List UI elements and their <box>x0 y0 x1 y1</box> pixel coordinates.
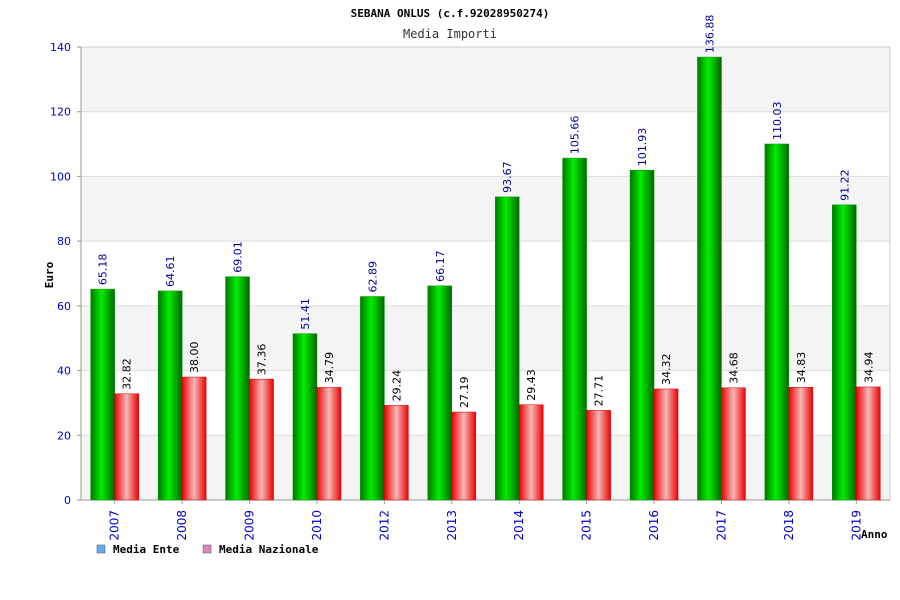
legend-label: Media Nazionale <box>219 543 319 556</box>
x-tick-label: 2012 <box>377 510 391 541</box>
bar-media-ente <box>360 296 385 501</box>
y-axis-label: Euro <box>43 261 56 288</box>
bar-media-nazionale <box>316 387 342 501</box>
y-tick-label: 60 <box>57 300 71 313</box>
bar-value-label: 34.68 <box>727 352 740 384</box>
chart-title: SEBANA ONLUS (c.f.92028950274) <box>351 7 550 20</box>
x-tick-label: 2015 <box>580 510 594 541</box>
bar-labels: 65.18 32.82 64.61 38.00 69.01 37.36 51.41 34.79… <box>97 15 876 408</box>
bar-value-label: 105.66 <box>569 116 582 155</box>
y-axis-ticks: 0 20 40 60 80 100 120 140 <box>50 41 81 507</box>
bar-media-ente <box>292 333 318 501</box>
bar-media-nazionale <box>181 376 207 501</box>
bar-value-label: 34.32 <box>660 353 673 385</box>
bar-media-ente <box>832 204 857 501</box>
bar-media-ente <box>157 290 183 501</box>
bar-value-label: 65.18 <box>97 254 110 286</box>
bar-value-label: 69.01 <box>232 241 245 273</box>
bar-value-label: 29.24 <box>390 370 403 402</box>
bar-media-ente <box>764 143 790 501</box>
bar-media-nazionale <box>249 378 274 501</box>
bar-media-nazionale <box>788 387 814 501</box>
bar-value-label: 110.03 <box>771 101 784 140</box>
plot-band <box>81 47 890 112</box>
x-tick-label: 2010 <box>310 510 324 541</box>
bar-media-nazionale <box>384 405 409 501</box>
x-axis-ticks: 2007 2008 2009 2010 2012 2013 2014 2015 2016 2017… <box>108 500 863 541</box>
bar-media-nazionale <box>586 410 611 501</box>
x-axis-label: Anno <box>861 528 888 541</box>
x-tick-label: 2014 <box>512 510 526 541</box>
bar-value-label: 34.94 <box>862 351 875 383</box>
bar-media-nazionale <box>653 388 679 501</box>
bar-media-nazionale <box>114 393 139 501</box>
chart-subtitle: Media Importi <box>403 27 497 41</box>
y-tick-label: 120 <box>50 106 71 119</box>
bar-value-label: 27.71 <box>593 375 606 407</box>
x-tick-label: 2009 <box>243 510 257 541</box>
y-tick-label: 20 <box>57 429 71 442</box>
legend-swatch <box>202 544 212 554</box>
x-tick-label: 2016 <box>647 510 661 541</box>
bar-media-ente <box>697 56 722 501</box>
x-tick-label: 2019 <box>849 510 863 541</box>
bar-value-label: 91.22 <box>838 169 851 201</box>
bars <box>90 56 881 501</box>
x-tick-label: 2013 <box>445 510 459 541</box>
bar-value-label: 93.67 <box>501 161 514 193</box>
y-tick-label: 0 <box>64 494 71 507</box>
y-tick-label: 140 <box>50 41 71 54</box>
bar-value-label: 101.93 <box>636 128 649 167</box>
x-tick-label: 2017 <box>714 510 728 541</box>
bar-media-ente <box>225 276 250 501</box>
plot-band <box>81 435 890 500</box>
bar-media-ente <box>562 157 587 501</box>
bar-value-label: 32.82 <box>121 358 134 390</box>
bar-value-label: 34.83 <box>795 352 808 384</box>
bar-value-label: 38.00 <box>188 342 201 374</box>
bar-value-label: 34.79 <box>323 352 336 384</box>
bar-media-ente <box>427 285 453 501</box>
legend: Media Ente Media Nazionale <box>96 543 319 556</box>
bar-value-label: 37.36 <box>256 344 269 376</box>
bar-value-label: 66.17 <box>434 250 447 282</box>
bar-media-nazionale <box>721 387 746 501</box>
plot-band <box>81 305 890 371</box>
y-tick-label: 80 <box>57 235 71 248</box>
bar-value-label: 64.61 <box>164 255 177 287</box>
bar-media-nazionale <box>856 386 881 501</box>
bar-media-ente <box>494 196 520 501</box>
x-tick-label: 2008 <box>175 510 189 541</box>
legend-swatch <box>96 544 106 554</box>
y-tick-label: 40 <box>57 365 71 378</box>
y-tick-label: 100 <box>50 170 71 183</box>
bar-value-label: 136.88 <box>703 15 716 54</box>
plot-band <box>81 176 890 242</box>
bar-value-label: 51.41 <box>299 298 312 330</box>
bar-value-label: 27.19 <box>458 377 471 409</box>
x-tick-label: 2007 <box>108 510 122 541</box>
bar-media-ente <box>629 169 655 501</box>
bar-media-ente <box>90 288 115 501</box>
x-tick-label: 2018 <box>782 510 796 541</box>
plot-bands <box>81 47 890 500</box>
bar-media-nazionale <box>518 404 544 501</box>
bar-value-label: 62.89 <box>366 261 379 293</box>
bar-value-label: 29.43 <box>525 369 538 401</box>
legend-label: Media Ente <box>113 543 180 556</box>
bar-media-nazionale <box>451 411 477 501</box>
